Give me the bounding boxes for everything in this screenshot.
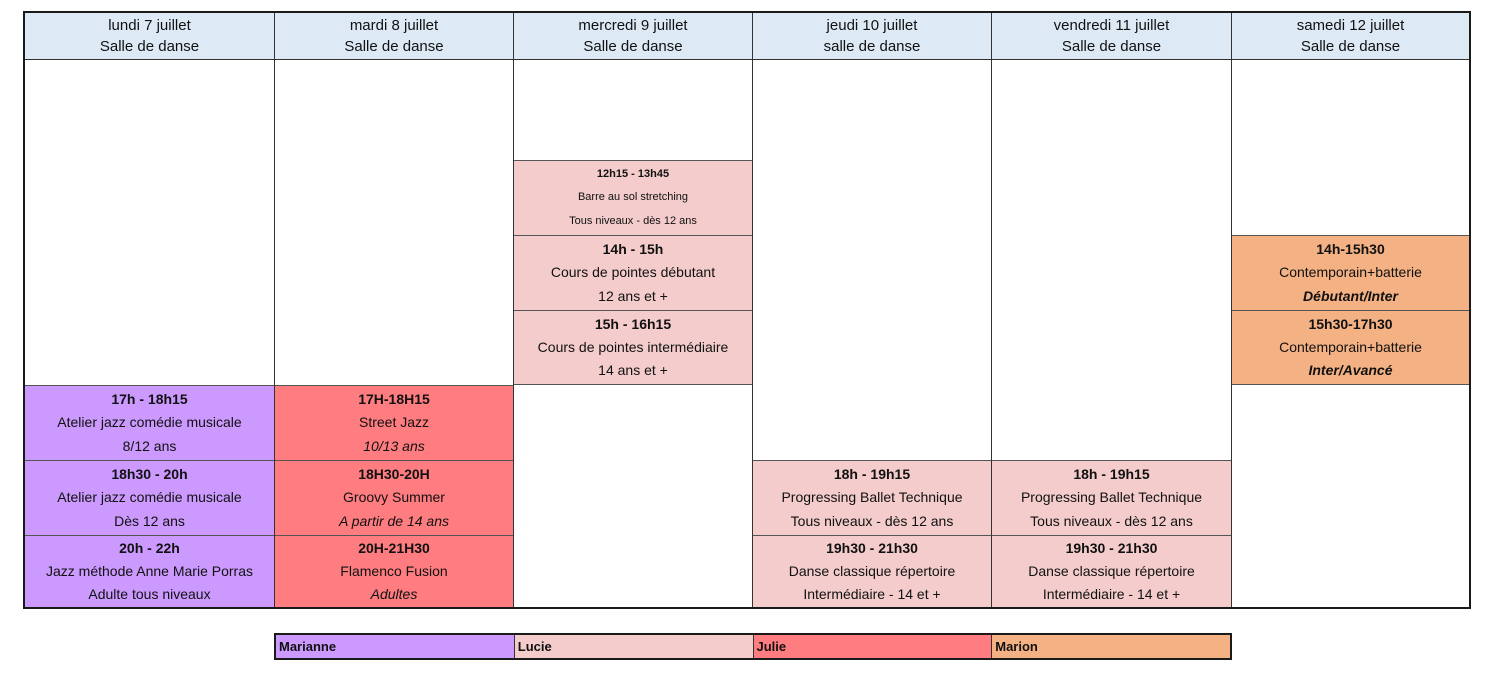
day-column-thursday: jeudi 10 juillet salle de danse 18h - 19…	[753, 13, 992, 607]
room-label: Salle de danse	[344, 38, 444, 55]
class-name: Progressing Ballet Technique	[781, 489, 963, 506]
class-time: 18h - 19h15	[1073, 465, 1150, 482]
room-label: Salle de danse	[1300, 38, 1401, 55]
day-label: lundi 7 juillet	[108, 17, 191, 34]
day-label: mardi 8 juillet	[349, 17, 439, 34]
class-name: Flamenco Fusion	[340, 562, 448, 579]
legend-item-julie: Julie	[753, 635, 993, 658]
room-label: Salle de danse	[1061, 38, 1162, 55]
class-name: Atelier jazz comédie musicale	[57, 414, 242, 431]
class-name: Groovy Summer	[343, 489, 445, 506]
class-name: Contemporain+batterie	[1279, 338, 1422, 355]
class-block[interactable]: 18h - 19h15 Progressing Ballet Technique…	[753, 460, 991, 535]
class-time: 19h30 - 21h30	[1065, 540, 1158, 557]
legend-item-lucie: Lucie	[514, 635, 754, 658]
day-label: vendredi 11 juillet	[1053, 17, 1170, 34]
class-time: 19h30 - 21h30	[826, 540, 918, 557]
schedule-grid: lundi 7 juillet Salle de danse 17h - 18h…	[23, 11, 1471, 609]
class-block[interactable]: 15h - 16h15 Cours de pointes intermédiai…	[514, 310, 752, 385]
day-label: samedi 12 juillet	[1296, 17, 1405, 34]
class-name: Progressing Ballet Technique	[1020, 489, 1203, 506]
class-name: Atelier jazz comédie musicale	[57, 489, 242, 506]
class-name: Contemporain+batterie	[1279, 264, 1422, 281]
class-level: Dès 12 ans	[114, 513, 185, 530]
day-column-friday: vendredi 11 juillet Salle de danse 18h -…	[992, 13, 1232, 607]
class-time: 17H-18H15	[358, 390, 430, 407]
class-name: Street Jazz	[358, 414, 430, 431]
class-block[interactable]: 18h - 19h15 Progressing Ballet Technique…	[992, 460, 1231, 535]
room-label: Salle de danse	[99, 38, 200, 55]
class-level: 8/12 ans	[122, 438, 177, 455]
class-time: 14h-15h30	[1316, 240, 1385, 257]
class-block[interactable]: 12h15 - 13h45 Barre au sol stretching To…	[514, 160, 752, 235]
room-label: Salle de danse	[583, 38, 683, 55]
class-level: Tous niveaux - dès 12 ans	[790, 513, 954, 530]
class-time: 12h15 - 13h45	[596, 167, 670, 180]
class-level: 10/13 ans	[363, 438, 425, 455]
day-column-tuesday: mardi 8 juillet Salle de danse 17H-18H15…	[275, 13, 514, 607]
class-time: 17h - 18h15	[111, 390, 188, 407]
class-time: 18h - 19h15	[833, 465, 911, 482]
legend-item-marion: Marion	[992, 635, 1230, 658]
class-block[interactable]: 20h - 22h Jazz méthode Anne Marie Porras…	[25, 535, 274, 607]
day-column-wednesday: mercredi 9 juillet Salle de danse 12h15 …	[514, 13, 753, 607]
class-time: 20h - 22h	[119, 540, 180, 557]
class-block[interactable]: 19h30 - 21h30 Danse classique répertoire…	[992, 535, 1231, 607]
class-time: 15h30-17h30	[1308, 315, 1393, 332]
class-level: Débutant/Inter	[1303, 288, 1398, 305]
day-header: lundi 7 juillet Salle de danse	[25, 13, 274, 60]
class-level: Intermédiaire - 14 et +	[1042, 585, 1181, 602]
class-block[interactable]: 14h-15h30 Contemporain+batterie Débutant…	[1232, 235, 1469, 310]
class-level: Adultes	[370, 585, 418, 602]
class-level: Adulte tous niveaux	[88, 585, 211, 602]
class-block[interactable]: 15h30-17h30 Contemporain+batterie Inter/…	[1232, 310, 1469, 385]
class-name: Danse classique répertoire	[788, 562, 956, 579]
class-level: A partir de 14 ans	[339, 513, 449, 530]
day-header: samedi 12 juillet Salle de danse	[1232, 13, 1469, 60]
day-header: mercredi 9 juillet Salle de danse	[514, 13, 752, 60]
class-time: 15h - 16h15	[594, 315, 672, 332]
class-level: 14 ans et +	[598, 362, 668, 379]
class-block[interactable]: 19h30 - 21h30 Danse classique répertoire…	[753, 535, 991, 607]
day-label: mercredi 9 juillet	[578, 17, 688, 34]
class-block[interactable]: 17H-18H15 Street Jazz 10/13 ans	[275, 385, 513, 460]
class-name: Cours de pointes intermédiaire	[537, 338, 729, 355]
class-block[interactable]: 14h - 15h Cours de pointes débutant 12 a…	[514, 235, 752, 310]
class-level: Tous niveaux - dès 12 ans	[1030, 513, 1193, 530]
room-label: salle de danse	[823, 38, 921, 55]
class-name: Cours de pointes débutant	[550, 264, 716, 281]
class-time: 14h - 15h	[602, 240, 664, 257]
class-time: 18H30-20H	[358, 465, 430, 482]
class-name: Danse classique répertoire	[1028, 562, 1195, 579]
class-block[interactable]: 20H-21H30 Flamenco Fusion Adultes	[275, 535, 513, 607]
class-block[interactable]: 18H30-20H Groovy Summer A partir de 14 a…	[275, 460, 513, 535]
day-header: vendredi 11 juillet Salle de danse	[992, 13, 1231, 60]
class-time: 18h30 - 20h	[111, 465, 188, 482]
class-time: 20H-21H30	[358, 540, 430, 557]
class-level: Tous niveaux - dès 12 ans	[569, 215, 697, 228]
legend-item-marianne: Marianne	[276, 635, 515, 658]
teacher-legend: Marianne Lucie Julie Marion	[274, 633, 1232, 660]
class-block[interactable]: 17h - 18h15 Atelier jazz comédie musical…	[25, 385, 274, 460]
day-header: mardi 8 juillet Salle de danse	[275, 13, 513, 60]
class-level: 12 ans et +	[598, 288, 668, 305]
day-label: jeudi 10 juillet	[826, 17, 918, 34]
class-block[interactable]: 18h30 - 20h Atelier jazz comédie musical…	[25, 460, 274, 535]
class-name: Barre au sol stretching	[577, 191, 689, 204]
day-column-saturday: samedi 12 juillet Salle de danse 14h-15h…	[1232, 13, 1469, 607]
day-header: jeudi 10 juillet salle de danse	[753, 13, 991, 60]
class-name: Jazz méthode Anne Marie Porras	[46, 562, 253, 579]
class-level: Inter/Avancé	[1308, 362, 1393, 379]
day-column-monday: lundi 7 juillet Salle de danse 17h - 18h…	[25, 13, 275, 607]
class-level: Intermédiaire - 14 et +	[803, 585, 941, 602]
